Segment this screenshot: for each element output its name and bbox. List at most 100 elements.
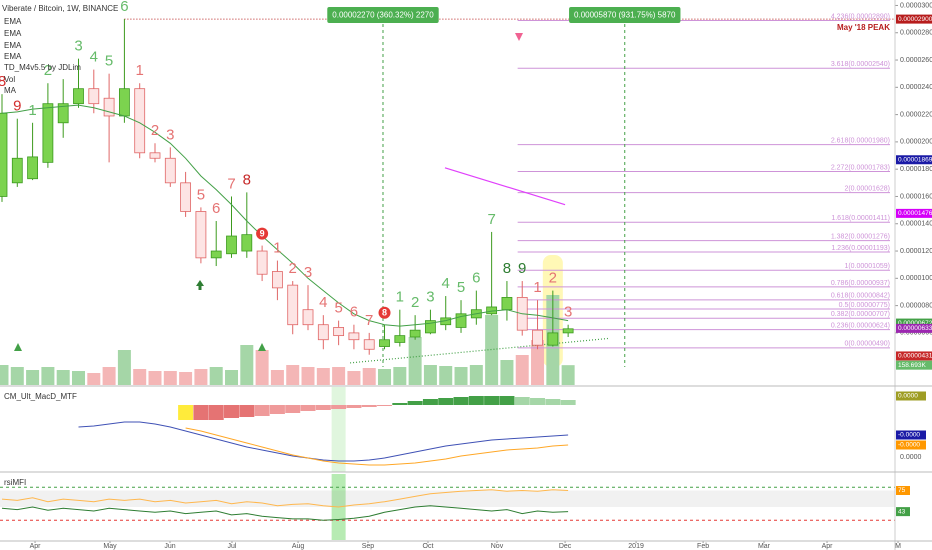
legend: Viberate / Bitcoin, 1W, BINANCE EMA EMA … [2, 4, 118, 487]
x-tick-label: Oct [423, 543, 434, 550]
measure-box [569, 7, 681, 23]
candle-body [42, 103, 54, 163]
macd-bar [285, 405, 301, 413]
fib-label: 0.786(0.00000937) [831, 280, 890, 287]
td-circle [378, 306, 391, 319]
rsi-line [1, 505, 569, 521]
td-label: 3 [426, 289, 434, 306]
volume-bar [408, 337, 422, 385]
price-tag-label: 0.00000431 [898, 353, 932, 360]
y-tick-label: 0.0000 [900, 454, 922, 461]
macd-bar [438, 398, 454, 405]
indicator: EMA [4, 41, 22, 50]
candle-body [226, 235, 237, 255]
volume-bar [485, 315, 499, 385]
volume-bar [332, 367, 346, 385]
td-label: 1 [533, 279, 541, 296]
indicator-tag [896, 486, 910, 495]
buy-arrow [258, 343, 266, 351]
macd-bar [392, 403, 408, 405]
td-circle [256, 227, 269, 240]
volume-bar [71, 371, 85, 385]
macd-bar [254, 405, 270, 416]
td-label: 1 [28, 102, 36, 119]
candle-body [455, 313, 467, 328]
indicator: MA [4, 86, 17, 95]
volume-bar [163, 371, 177, 385]
td-label: 2 [151, 122, 159, 139]
candle-body [302, 309, 314, 326]
candle-body [547, 332, 559, 346]
macd-bar [560, 400, 576, 405]
candle-body [394, 335, 406, 343]
y-tick-label: 0.00000600 [900, 330, 932, 337]
td-label: 2 [411, 294, 419, 311]
candle-body [180, 182, 192, 212]
x-tick-label: Apr [822, 543, 834, 550]
td-label: 5 [457, 279, 465, 296]
x-tick-label: Apr [30, 543, 42, 550]
volume-bar [270, 370, 284, 385]
td-label: 4 [319, 294, 327, 311]
volume-bar [209, 367, 223, 385]
volume-bar [469, 365, 483, 385]
td-label: 6 [212, 200, 220, 217]
candle-body [317, 324, 329, 341]
volume-bar [102, 367, 116, 385]
volume-bar [301, 367, 315, 385]
candle-body [57, 103, 69, 124]
candle-body [272, 271, 283, 289]
indicator: Vol [4, 75, 15, 84]
volume-bar [26, 370, 40, 385]
candle-body [27, 156, 38, 180]
volume-bar [240, 345, 254, 385]
trendline [444, 167, 566, 206]
volume-bar [179, 372, 193, 385]
price-tag-label: 0.00002900 [898, 16, 932, 23]
indicator-tag [896, 430, 926, 440]
x-tick-label: Jul [227, 543, 236, 550]
candle-body [164, 157, 176, 184]
measure-box [327, 7, 439, 23]
td-label: 1 [273, 240, 281, 257]
volume-bar [194, 369, 208, 385]
price-tag-label: 0.00000633 [898, 325, 932, 332]
volume-bar [133, 369, 147, 385]
td-label: 6 [120, 0, 128, 15]
candle-body [287, 284, 299, 326]
fib-label: 0.5(0.00000775) [839, 302, 890, 309]
td-label: 5 [197, 186, 205, 203]
volume-bar [316, 368, 330, 385]
volume-bar [255, 350, 269, 385]
td-label: 2 [549, 270, 557, 287]
price-tag [896, 318, 932, 328]
td-label: 1 [396, 289, 404, 306]
symbol: Viberate / Bitcoin, 1W, BINANCE [2, 4, 118, 13]
macd-bar [377, 405, 393, 406]
volume-tag-label: 158.693K [898, 362, 926, 369]
fib-label: 1.618(0.00001411) [831, 215, 890, 222]
buy-arrow [196, 280, 204, 286]
rsi-band [0, 490, 895, 507]
candle-body [562, 328, 574, 334]
indicator-tag-label: -0.0000 [898, 442, 920, 449]
volume-bar [439, 366, 453, 385]
indicator-tag-label: 43 [898, 508, 906, 515]
td-label: 4 [442, 275, 450, 292]
volume-bar [10, 367, 24, 385]
macd-bar [224, 405, 240, 418]
td-label: 4 [90, 49, 98, 66]
fib-label: 2.618(0.00001980) [831, 137, 890, 144]
volume-bar [500, 360, 514, 385]
macd-bar [208, 405, 224, 420]
td-label: 8 [382, 308, 387, 318]
